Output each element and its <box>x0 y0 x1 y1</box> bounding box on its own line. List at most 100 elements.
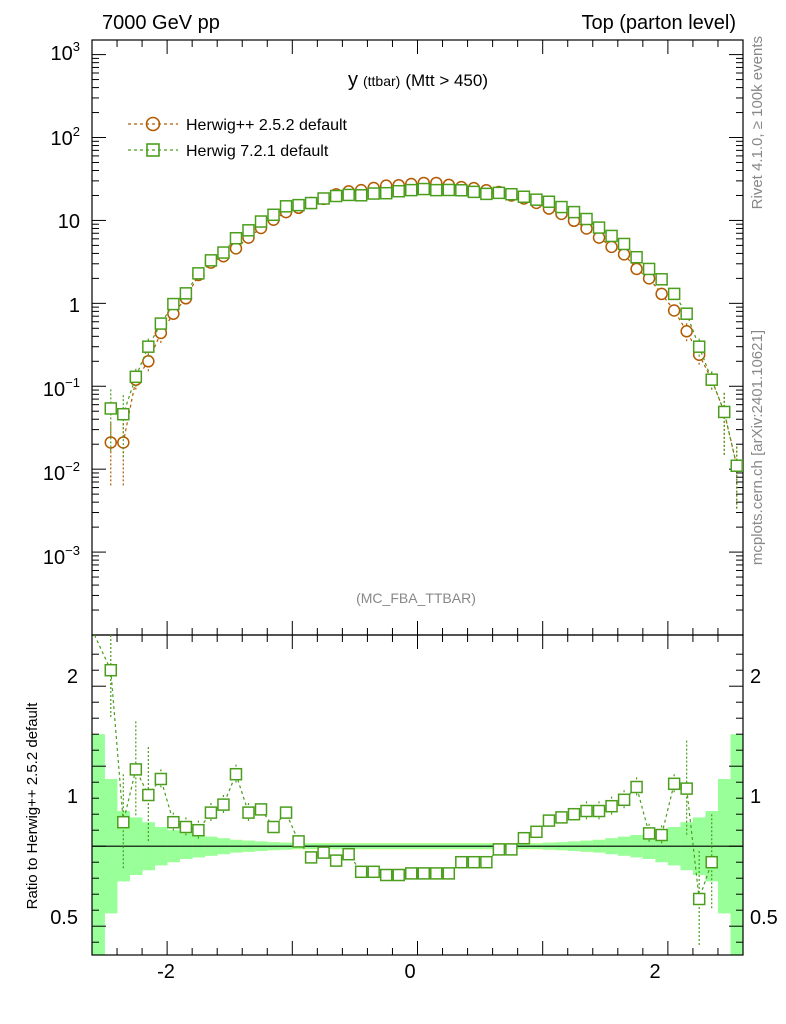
ytick-label-10: 10 <box>58 211 80 233</box>
series-point-herwigpp <box>229 242 243 255</box>
series-point-herwigpp <box>117 436 130 449</box>
ratio-ytick-label-05-right: 0.5 <box>750 907 778 929</box>
ratio-point <box>242 806 255 819</box>
series-point-herwig7 <box>705 373 718 386</box>
ratio-ytick-label-2-right: 2 <box>750 666 761 688</box>
ratio-point <box>204 806 218 819</box>
ratio-line <box>110 670 713 900</box>
series-point-herwig7 <box>329 189 343 203</box>
ratio-point <box>630 780 643 794</box>
ratio-point <box>179 820 193 834</box>
ratio-band-green-51 <box>730 734 744 955</box>
xtick-label-2: 2 <box>649 961 660 983</box>
series-point-herwig7 <box>304 196 318 210</box>
series-point-herwig7 <box>154 317 168 330</box>
header-energy: 7000 GeV pp <box>102 12 220 34</box>
xtick-label-0: 0 <box>404 961 415 983</box>
ratio-point <box>517 831 531 845</box>
series-point-herwig7 <box>242 224 255 237</box>
ratio-point <box>317 846 330 859</box>
ratio-point <box>129 763 143 776</box>
ratio-ytick-label-2-left: 2 <box>67 666 78 688</box>
watermark: (MC_FBA_TTBAR) <box>356 590 476 606</box>
ratio-point <box>167 815 180 829</box>
ratio-point <box>304 851 318 864</box>
ratio-uncertainty-bands <box>92 734 744 955</box>
series-point-herwig7 <box>430 183 443 197</box>
ratio-y-axis-label: Ratio to Herwig++ 2.5.2 default <box>24 702 41 910</box>
ratio-point <box>254 803 268 816</box>
ratio-point <box>617 793 631 807</box>
series-point-herwig7 <box>117 407 130 421</box>
mcplots-label: mcplots.cern.ch [arXiv:2401.10621] <box>749 330 766 565</box>
legend-label-herwigpp: Herwig++ 2.5.2 default <box>186 117 348 134</box>
ratio-point <box>580 804 593 818</box>
series-point-herwig7 <box>129 370 143 384</box>
ratio-point <box>379 868 393 882</box>
main-y-tick-labels: 103 102 10 1 10−1 10−2 10−3 <box>43 39 80 569</box>
series-point-herwig7 <box>167 297 180 311</box>
header-process: Top (parton level) <box>581 12 736 34</box>
series-point-herwig7 <box>505 187 518 201</box>
ratio-ytick-label-1-right: 1 <box>750 786 761 808</box>
series-point-herwig7 <box>730 459 743 472</box>
series-point-herwig7 <box>642 262 656 276</box>
ratio-point <box>329 854 343 867</box>
series-point-herwig7 <box>717 405 731 419</box>
series-point-herwig7 <box>580 212 593 226</box>
series-point-herwigpp <box>667 304 681 317</box>
series-point-herwig7 <box>142 340 155 353</box>
ratio-point <box>605 799 618 813</box>
ratio-point <box>192 823 205 837</box>
series-point-herwig7 <box>680 307 693 320</box>
series-point-herwig7 <box>655 273 668 286</box>
ratio-point <box>530 825 543 839</box>
series-point-herwigpp <box>605 240 618 254</box>
ratio-point <box>154 772 168 786</box>
series-point-herwig7 <box>605 229 618 243</box>
series-point-herwig7 <box>354 189 368 202</box>
legend-marker-herwigpp <box>145 116 161 132</box>
ratio-point <box>555 811 568 824</box>
series-point-herwig7 <box>567 205 581 219</box>
ratio-ytick-label-05-left: 0.5 <box>50 907 78 929</box>
series-point-herwig7 <box>404 183 418 197</box>
ytick-label-1e3: 103 <box>51 39 80 65</box>
series-point-herwig7 <box>517 190 531 204</box>
ratio-point <box>455 855 468 869</box>
ratio-point <box>467 855 481 869</box>
ratio-point <box>279 806 293 819</box>
x-ticks <box>91 40 744 955</box>
series-point-herwig7 <box>530 193 543 206</box>
ratio-point <box>367 865 380 879</box>
ratio-point <box>354 865 368 879</box>
series-point-herwigpp <box>680 325 693 338</box>
ratio-point <box>142 788 155 802</box>
ratio-point <box>492 843 506 856</box>
ratio-frame <box>91 634 744 956</box>
ratio-point <box>117 815 130 829</box>
series-point-herwig7 <box>592 221 606 234</box>
ratio-point <box>392 868 405 882</box>
ratio-point <box>567 807 581 821</box>
ytick-label-1e2: 102 <box>51 124 80 150</box>
plot-title-cut: (Mtt > 450) <box>405 71 488 90</box>
plot-title-sub: (ttbar) <box>363 73 400 89</box>
ratio-point <box>417 867 431 880</box>
ratio-point <box>229 767 243 781</box>
series-point-herwig7 <box>229 231 243 245</box>
legend-marker-herwig7 <box>146 143 160 157</box>
series-point-herwig7 <box>692 340 706 353</box>
series-point-herwig7 <box>442 183 456 197</box>
series-point-herwig7 <box>217 246 230 259</box>
ratio-point <box>267 820 280 834</box>
series-point-herwig7 <box>204 254 218 267</box>
series-point-herwig7 <box>467 185 481 199</box>
ratio-point <box>404 867 418 880</box>
ratio-point <box>542 814 556 827</box>
ratio-point <box>217 798 230 811</box>
series-point-herwig7 <box>630 250 643 264</box>
series-point-herwig7 <box>392 184 405 198</box>
ratio-point <box>505 843 518 856</box>
